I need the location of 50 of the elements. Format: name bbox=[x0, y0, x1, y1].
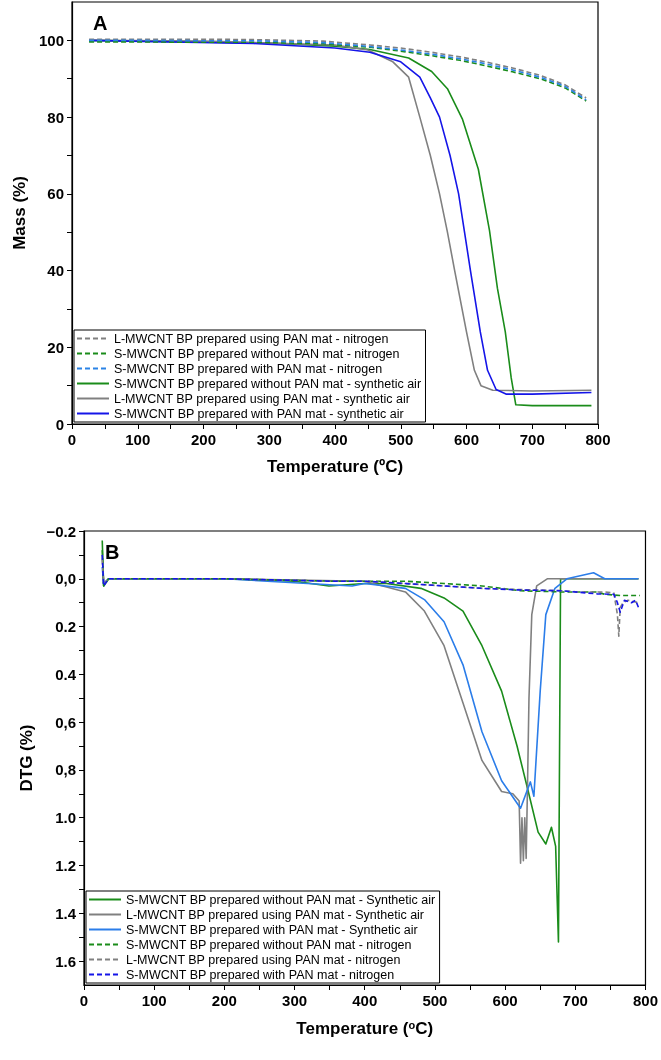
legend-label: S-MWCNT BP prepared without PAN mat - nitrogen bbox=[114, 346, 400, 361]
x-tick-label: 200 bbox=[190, 431, 217, 448]
text: A bbox=[93, 12, 108, 34]
x-tick-label: 500 bbox=[388, 431, 414, 448]
x-tick-label: 800 bbox=[632, 992, 658, 1009]
x-tick-label: 700 bbox=[562, 992, 588, 1009]
y-axis-title: Mass (%) bbox=[10, 176, 29, 250]
y-tick-label: 0,8 bbox=[55, 761, 76, 779]
y-tick-label: 1.2 bbox=[55, 857, 76, 875]
x-tick-label: 100 bbox=[125, 431, 151, 448]
legend-label: S-MWCNT BP prepared with PAN mat - nitrogen bbox=[114, 361, 383, 376]
x-tick-label: 400 bbox=[352, 992, 378, 1009]
legend-label: L-MWCNT BP prepared using PAN mat - nitrogen bbox=[126, 952, 401, 967]
legend-label: S-MWCNT BP prepared without PAN mat - nitrogen bbox=[126, 937, 412, 952]
x-axis-title: Temperature (ºC) bbox=[266, 457, 404, 476]
legend-label: L-MWCNT BP prepared using PAN mat - synthetic air bbox=[114, 391, 410, 406]
y-tick-label: 60 bbox=[47, 185, 64, 203]
legend-label: S-MWCNT BP prepared with PAN mat - Synthetic air bbox=[126, 922, 418, 937]
legend-label: S-MWCNT BP prepared with PAN mat - nitrogen bbox=[126, 967, 395, 982]
y-tick-label: 20 bbox=[47, 338, 64, 356]
x-tick-label: 300 bbox=[282, 992, 308, 1009]
legend-label: S-MWCNT BP prepared without PAN mat - Synthetic air bbox=[126, 892, 436, 907]
y-tick-label: 1.0 bbox=[55, 809, 76, 827]
y-tick-label: 1.4 bbox=[55, 904, 77, 922]
y-tick-label: 100 bbox=[38, 31, 64, 49]
y-tick-label: 0.2 bbox=[55, 618, 76, 636]
y-axis-title: DTG (%) bbox=[17, 724, 37, 792]
x-tick-label: 200 bbox=[211, 992, 237, 1009]
y-tick-label: 1.6 bbox=[55, 952, 76, 970]
x-tick-label: 400 bbox=[322, 431, 348, 448]
y-tick-label: −0.2 bbox=[46, 522, 76, 540]
legend-label: S-MWCNT BP prepared with PAN mat - synthetic air bbox=[114, 406, 404, 421]
legend-label: S-MWCNT BP prepared without PAN mat - synthetic air bbox=[114, 376, 422, 391]
y-tick-label: 0,6 bbox=[55, 713, 76, 731]
x-tick-label: 600 bbox=[492, 992, 518, 1009]
x-tick-label: 100 bbox=[141, 992, 167, 1009]
legend-label: L-MWCNT BP prepared using PAN mat - Synthetic air bbox=[126, 907, 425, 922]
x-tick-label: 700 bbox=[519, 431, 545, 448]
text: B bbox=[105, 541, 120, 563]
x-tick-label: 0 bbox=[79, 992, 89, 1009]
x-tick-label: 500 bbox=[422, 992, 448, 1009]
x-tick-label: 600 bbox=[453, 431, 480, 448]
y-tick-label: 0,0 bbox=[55, 570, 76, 588]
y-tick-label: 0 bbox=[55, 415, 64, 433]
x-tick-label: 300 bbox=[256, 431, 282, 448]
legend-label: L-MWCNT BP prepared using PAN mat - nitrogen bbox=[114, 331, 389, 346]
y-tick-label: 40 bbox=[47, 262, 64, 280]
y-tick-label: 0.4 bbox=[55, 665, 77, 683]
x-tick-label: 800 bbox=[585, 431, 611, 448]
y-tick-label: 80 bbox=[47, 108, 64, 126]
